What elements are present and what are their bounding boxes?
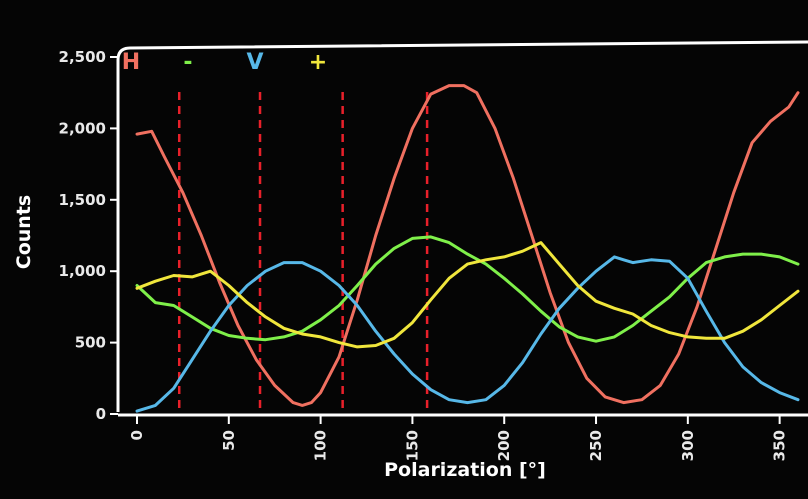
legend-entry-1: - xyxy=(183,50,192,75)
legend-entry-3: + xyxy=(309,50,327,75)
x-tick-label-5: 250 xyxy=(587,430,605,461)
y-axis-title: Counts xyxy=(13,195,35,269)
x-tick-label-0: 0 xyxy=(128,430,146,440)
y-tick-label-2: 1,000 xyxy=(59,262,106,280)
series-line-3 xyxy=(135,241,800,349)
x-axis-title: Polarization [°] xyxy=(384,459,546,481)
x-tick-label-7: 350 xyxy=(771,430,789,461)
axis-ticks: 0 50 100 150 200 250 300 350 0 500 1,000 1,500 2,000… xyxy=(59,48,789,461)
y-tick-label-5: 2,500 xyxy=(59,48,106,66)
x-tick-label-3: 150 xyxy=(403,430,421,461)
y-tick-label-4: 2,000 xyxy=(59,119,106,137)
y-tick-label-3: 1,500 xyxy=(59,191,106,209)
x-tick-label-1: 50 xyxy=(220,430,238,451)
x-tick-label-2: 100 xyxy=(312,430,330,461)
x-tick-label-6: 300 xyxy=(679,430,697,461)
dashed-markers xyxy=(177,92,429,412)
series-line-2 xyxy=(135,255,800,413)
legend-entry-2: V xyxy=(246,50,263,75)
series-lines xyxy=(135,84,800,413)
plot-frame xyxy=(116,40,808,412)
legend: H - V + xyxy=(122,50,327,75)
legend-entry-0: H xyxy=(122,50,140,75)
x-tick-label-4: 200 xyxy=(495,430,513,461)
y-tick-label-0: 0 xyxy=(96,405,106,423)
y-tick-label-1: 500 xyxy=(75,334,106,352)
series-line-0 xyxy=(135,84,800,407)
